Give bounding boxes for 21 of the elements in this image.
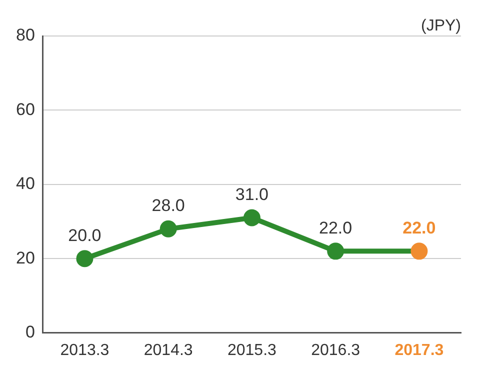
- y-tick-label: 80: [16, 26, 35, 45]
- point: [76, 250, 94, 268]
- data-label: 22.0: [319, 218, 352, 238]
- x-tick-label: 2017.3: [394, 342, 444, 359]
- y-tick-label: 40: [16, 174, 35, 194]
- data-label: 20.0: [68, 226, 102, 245]
- point: [243, 209, 260, 226]
- x-tick-label: 2014.3: [144, 342, 193, 359]
- x-tick-label: 2015.3: [227, 342, 277, 359]
- y-axis-title: (JPY): [421, 17, 461, 34]
- x-tick-label: 2013.3: [60, 342, 110, 359]
- y-tick-label: 60: [16, 100, 35, 119]
- x-tick-label: 2016.3: [311, 342, 360, 359]
- data-label: 31.0: [235, 184, 268, 204]
- point: [160, 220, 177, 238]
- point: [327, 242, 344, 260]
- data-label: 22.0: [402, 218, 436, 238]
- y-tick-label: 0: [25, 322, 35, 342]
- y-tick-label: 20: [16, 248, 35, 268]
- point: [410, 242, 428, 260]
- data-label: 28.0: [152, 196, 185, 216]
